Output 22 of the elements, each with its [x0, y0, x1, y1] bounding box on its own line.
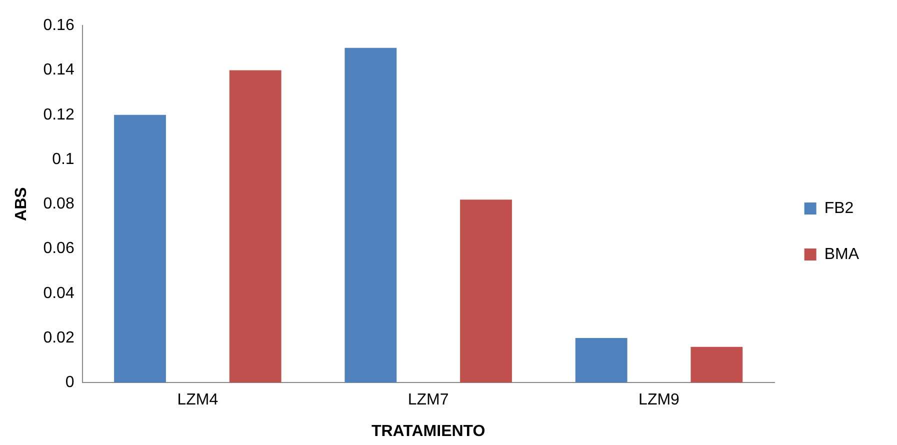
y-tick-label: 0.04 — [43, 284, 74, 302]
y-tick-label: 0 — [65, 374, 74, 392]
y-tick-label: 0.16 — [43, 17, 74, 34]
bar — [460, 200, 512, 383]
x-axis-title: TRATAMIENTO — [371, 422, 486, 440]
x-tick-label: LZM4 — [177, 392, 218, 409]
y-tick-label: 0.12 — [43, 106, 74, 124]
x-tick-label: LZM9 — [638, 392, 680, 409]
y-tick-label: 0.02 — [43, 329, 74, 346]
bar — [229, 70, 282, 383]
legend-label: FB2 — [824, 200, 854, 217]
bar — [690, 346, 743, 383]
y-tick-label: 0.08 — [43, 196, 74, 213]
x-tick-label: LZM7 — [408, 392, 449, 409]
y-tick-label: 0.1 — [52, 150, 74, 168]
y-axis-title: ABS — [13, 186, 30, 221]
y-tick-label: 0.14 — [43, 62, 74, 79]
legend-label: BMA — [824, 246, 860, 263]
y-tick-label: 0.06 — [43, 240, 74, 258]
bar — [344, 48, 397, 383]
bar — [575, 338, 628, 383]
bar — [114, 114, 166, 383]
